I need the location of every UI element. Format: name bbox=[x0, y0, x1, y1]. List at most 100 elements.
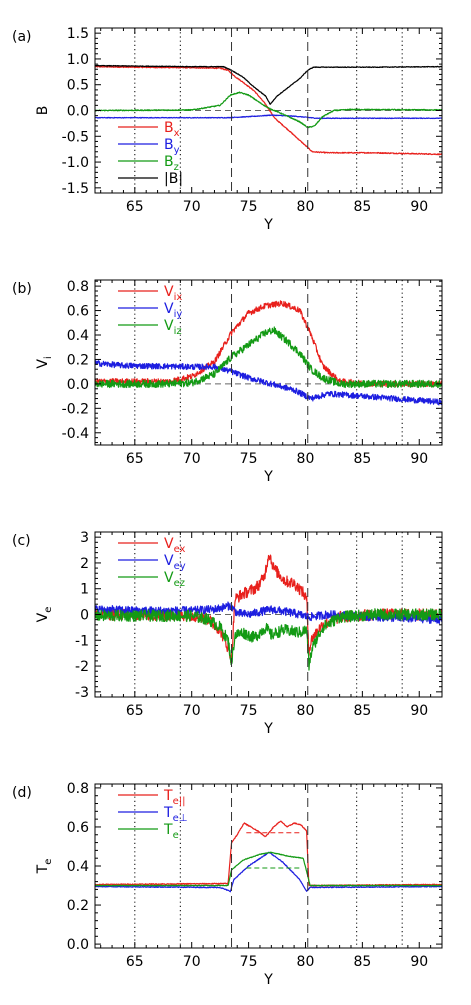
y-axis-label-sub: e bbox=[43, 607, 54, 613]
legend-entry-sub: y bbox=[174, 145, 180, 156]
x-tick-label: 75 bbox=[240, 954, 258, 970]
legend-entry-name: B bbox=[164, 137, 174, 153]
y-tick-label: 2 bbox=[80, 556, 89, 572]
x-tick-label: 85 bbox=[353, 954, 371, 970]
y-axis-label-main: B bbox=[35, 106, 51, 116]
legend-entry-name: V bbox=[164, 318, 174, 334]
y-tick-label: 1 bbox=[80, 582, 89, 598]
y-tick-label: 0.8 bbox=[67, 781, 89, 797]
x-tick-label: 80 bbox=[297, 199, 315, 215]
series-group bbox=[95, 64, 442, 156]
panel-label: (d) bbox=[12, 785, 32, 801]
x-tick-label: 65 bbox=[126, 199, 144, 215]
legend-entry: Vez bbox=[164, 570, 185, 589]
legend-entry: |B| bbox=[164, 171, 183, 187]
legend-entry: Bx bbox=[164, 120, 180, 139]
legend-entry-sub: x bbox=[174, 128, 180, 139]
legend-entry-sub: ex bbox=[174, 544, 186, 555]
x-axis-label: Y bbox=[263, 721, 273, 737]
legend-entry-sub: e bbox=[173, 830, 179, 841]
legend-entry-name: B bbox=[164, 154, 174, 170]
legend-entry: Bz bbox=[164, 154, 179, 173]
plot-frame bbox=[94, 783, 443, 949]
y-tick-label: 0.2 bbox=[67, 352, 89, 368]
legend-entry-sub: z bbox=[174, 162, 179, 173]
series-line-mag bbox=[95, 64, 442, 105]
y-tick-label: 0 bbox=[80, 608, 89, 624]
legend-entry: Te bbox=[163, 822, 179, 841]
legend-entry-name: V bbox=[164, 301, 174, 317]
x-tick-label: 90 bbox=[410, 954, 428, 970]
x-tick-label: 90 bbox=[410, 199, 428, 215]
legend: Te||Te⊥Te bbox=[118, 788, 187, 841]
y-axis-label-main: T bbox=[35, 864, 51, 874]
y-tick-label: 0.4 bbox=[67, 328, 89, 344]
y-tick-label: 0.6 bbox=[67, 820, 89, 836]
x-tick-label: 75 bbox=[240, 199, 258, 215]
y-tick-label: 0.6 bbox=[67, 304, 89, 320]
x-tick-label: 80 bbox=[297, 451, 315, 467]
legend-entry-sub: ez bbox=[174, 578, 185, 589]
y-tick-label: -2 bbox=[75, 659, 89, 675]
x-tick-label: 70 bbox=[183, 451, 201, 467]
y-tick-label: 3 bbox=[80, 530, 89, 546]
series-line-y bbox=[95, 114, 442, 120]
y-tick-label: 0.0 bbox=[67, 104, 89, 120]
panel-label: (a) bbox=[12, 29, 32, 45]
x-axis-label: Y bbox=[263, 217, 273, 233]
x-tick-label: 75 bbox=[240, 451, 258, 467]
x-tick-label: 65 bbox=[126, 451, 144, 467]
x-tick-label: 65 bbox=[126, 954, 144, 970]
y-tick-label: -0.4 bbox=[62, 426, 89, 442]
x-tick-label: 65 bbox=[126, 703, 144, 719]
legend-entry-name: |B| bbox=[164, 171, 183, 187]
y-axis-label: Ve bbox=[35, 607, 54, 623]
y-tick-label: 0.0 bbox=[67, 377, 89, 393]
y-tick-label: -0.5 bbox=[62, 129, 89, 145]
series-line-e|| bbox=[95, 820, 442, 887]
legend-entry: Te|| bbox=[163, 788, 185, 807]
y-axis-label: Vi bbox=[35, 356, 54, 368]
y-tick-label: 1.5 bbox=[67, 26, 89, 42]
series-line-z bbox=[95, 91, 442, 129]
legend-entry: Viy bbox=[164, 301, 182, 320]
x-tick-label: 85 bbox=[353, 451, 371, 467]
legend-entry-sub: iz bbox=[174, 326, 182, 337]
x-tick-label: 75 bbox=[240, 703, 258, 719]
y-tick-label: -1.0 bbox=[62, 155, 89, 171]
y-tick-label: -1 bbox=[75, 633, 89, 649]
legend-entry-sub: ey bbox=[174, 561, 186, 572]
x-tick-label: 70 bbox=[183, 954, 201, 970]
x-tick-label: 85 bbox=[353, 703, 371, 719]
y-axis-label-sub: i bbox=[43, 356, 54, 359]
series-line-e bbox=[95, 851, 442, 887]
legend-entry-name: T bbox=[163, 805, 173, 821]
x-tick-label: 80 bbox=[297, 954, 315, 970]
x-axis-label: Y bbox=[263, 469, 273, 485]
y-tick-label: 0.4 bbox=[67, 859, 89, 875]
legend-entry-name: V bbox=[164, 570, 174, 586]
series-group bbox=[95, 820, 442, 893]
legend-entry-name: V bbox=[164, 553, 174, 569]
y-axis-label: Te bbox=[35, 859, 54, 875]
x-tick-label: 80 bbox=[297, 703, 315, 719]
x-axis-label: Y bbox=[263, 972, 273, 988]
y-tick-label: 0.5 bbox=[67, 78, 89, 94]
y-tick-label: 0.0 bbox=[67, 937, 89, 953]
y-tick-label: 1.0 bbox=[67, 52, 89, 68]
y-axis-label-sub: e bbox=[43, 859, 54, 865]
x-tick-label: 70 bbox=[183, 703, 201, 719]
x-tick-label: 85 bbox=[353, 199, 371, 215]
panel-a: 65 70 75 80 85 90 1.5 1.0 0.5 0.0 -0.5 -1.0 -1.5 Y B (a… bbox=[12, 26, 443, 233]
legend-entry-sub: e|| bbox=[173, 796, 186, 807]
x-tick-label: 90 bbox=[410, 451, 428, 467]
series-line-iz bbox=[95, 326, 442, 389]
plot-frame bbox=[94, 279, 443, 446]
legend-entry-name: T bbox=[163, 788, 173, 804]
